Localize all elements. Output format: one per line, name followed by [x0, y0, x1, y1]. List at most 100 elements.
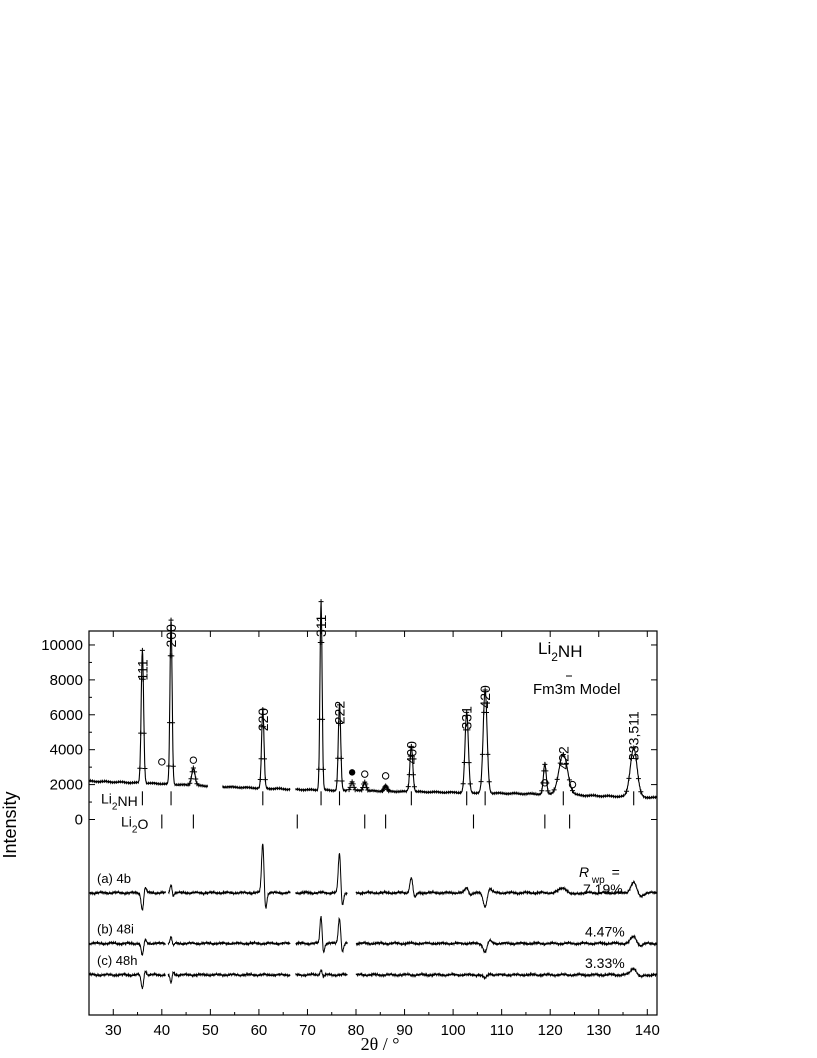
observed-point [386, 788, 392, 794]
observed-point [485, 751, 491, 757]
observed-point [320, 716, 326, 722]
difference-curves: (a) 4b R wp =7.19% (b) 48i 4.47% (c) 48h 3.33… [88, 843, 658, 990]
observed-point [260, 707, 266, 713]
plot-frame [88, 630, 658, 1016]
observed-point [557, 760, 563, 766]
observed-point [635, 776, 641, 782]
impurity-open-marker [381, 772, 390, 780]
peak-label: 331 [459, 706, 475, 730]
observed-point [339, 778, 345, 784]
observed-point [261, 756, 267, 762]
observed-point [338, 755, 344, 761]
observed-point [363, 781, 369, 787]
peak-label: 420 [477, 685, 493, 709]
observed-point [479, 751, 485, 757]
impurity-filled-marker [348, 769, 356, 776]
observed-point [383, 783, 389, 789]
observed-point [350, 781, 356, 787]
observed-point [482, 687, 488, 693]
difference-profile [88, 886, 166, 911]
impurity-open-marker [568, 780, 577, 789]
difference-profile [295, 916, 348, 954]
observed-point [408, 743, 414, 749]
rwp-value: 3.33% [585, 955, 625, 971]
observed-point [560, 752, 566, 758]
difference-label: (a) 4b [97, 871, 131, 886]
observed-point [334, 778, 340, 784]
peak-label: 200 [163, 624, 179, 648]
x-tick-label: 60 [251, 1022, 268, 1039]
observed-point [545, 788, 551, 794]
observed-point [169, 653, 175, 659]
x-tick-label: 50 [202, 1022, 219, 1039]
observed-point [364, 785, 370, 791]
observed-point [465, 727, 471, 733]
observed-point [466, 760, 472, 766]
difference-profile [88, 969, 166, 990]
rwp-value: 7.19% [583, 881, 623, 897]
difference-profile [295, 853, 348, 906]
observed-profile [355, 689, 658, 801]
x-tick-label: 120 [538, 1022, 563, 1039]
peak-label: 220 [255, 708, 271, 732]
observed-point [542, 761, 548, 767]
observed-point [192, 769, 198, 775]
observed-point [624, 788, 630, 794]
y-axis-title: Intensity [0, 791, 20, 858]
observed-point [168, 617, 174, 623]
peak-label: 400 [403, 741, 419, 765]
peak-label: 333,511 [626, 711, 642, 761]
observed-point [261, 724, 267, 730]
observed-point [137, 765, 143, 771]
difference-label: (b) 48i [97, 921, 134, 936]
observed-point [257, 776, 263, 782]
observed-point [193, 776, 199, 782]
observed-point [543, 768, 549, 774]
observed-point [410, 772, 416, 778]
observed-point [139, 647, 145, 653]
observed-point [190, 765, 196, 771]
observed-point [319, 640, 325, 646]
y-tick-label: 10000 [41, 637, 83, 654]
observed-point [569, 788, 575, 794]
observed-profile [222, 708, 291, 792]
observed-point [351, 784, 357, 790]
difference-label: (c) 48h [97, 953, 137, 968]
observed-point [484, 709, 490, 715]
x-tick-label: 130 [586, 1022, 611, 1039]
y-tick-label: 4000 [50, 742, 83, 759]
observed-point [359, 787, 365, 793]
observed-point [187, 780, 193, 786]
difference-profile [88, 938, 166, 956]
observed-point [544, 780, 550, 786]
x-axis-title: 2θ / ° [361, 1034, 400, 1054]
observed-point [142, 765, 148, 771]
observed-point [631, 745, 637, 751]
observed-point [352, 787, 358, 793]
observed-point [170, 763, 176, 769]
observed-point [551, 787, 557, 793]
rwp-label: R wp = [579, 864, 620, 886]
observed-point [166, 763, 172, 769]
observed-pattern [88, 599, 658, 801]
observed-point [411, 784, 417, 790]
observed-point [405, 784, 411, 790]
impurity-open-marker [189, 756, 198, 764]
y-tick-label: 0 [75, 812, 83, 829]
y-tick-label: 6000 [50, 707, 83, 724]
impurity-markers [158, 756, 577, 789]
phase-title: Li2NH [538, 639, 582, 664]
x-tick-label: 90 [396, 1022, 413, 1039]
x-axis: 30 40 50 60 70 80 90 100 110 120 130 140 [88, 631, 660, 1039]
x-tick-label: 100 [441, 1022, 466, 1039]
difference-profile [168, 843, 291, 909]
reflection-row-label: Li2O [121, 814, 149, 836]
difference-profile [167, 935, 291, 948]
difference-profile [355, 967, 658, 981]
y-axis: 0 2000 4000 6000 8000 10000 [41, 637, 657, 829]
difference-profile [167, 970, 291, 984]
impurity-open-marker [541, 779, 549, 787]
